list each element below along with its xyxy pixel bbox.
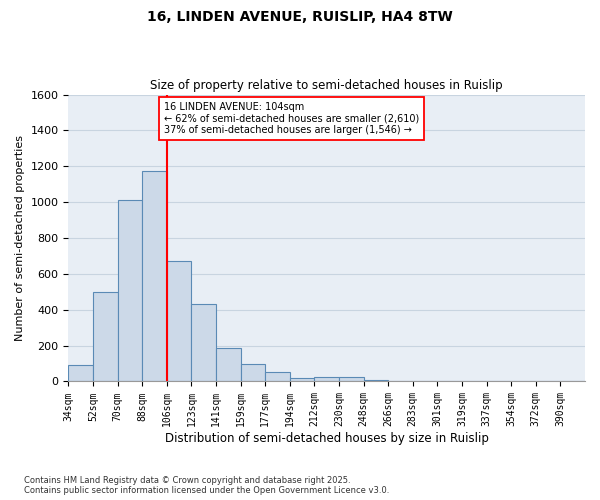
Bar [167,262,191,382]
Bar [339,377,364,382]
Text: 16 LINDEN AVENUE: 104sqm
← 62% of semi-detached houses are smaller (2,610)
37% o: 16 LINDEN AVENUE: 104sqm ← 62% of semi-d… [164,102,419,135]
Y-axis label: Number of semi-detached properties: Number of semi-detached properties [15,135,25,341]
Text: Contains HM Land Registry data © Crown copyright and database right 2025.
Contai: Contains HM Land Registry data © Crown c… [24,476,389,495]
Bar [216,348,241,382]
Bar [118,200,142,382]
X-axis label: Distribution of semi-detached houses by size in Ruislip: Distribution of semi-detached houses by … [165,432,488,445]
Text: 16, LINDEN AVENUE, RUISLIP, HA4 8TW: 16, LINDEN AVENUE, RUISLIP, HA4 8TW [147,10,453,24]
Bar [93,292,118,382]
Bar [290,378,314,382]
Title: Size of property relative to semi-detached houses in Ruislip: Size of property relative to semi-detach… [151,79,503,92]
Bar [142,171,167,382]
Bar [191,304,216,382]
Bar [265,372,290,382]
Bar [314,377,339,382]
Bar [68,366,93,382]
Bar [241,364,265,382]
Bar [364,380,388,382]
